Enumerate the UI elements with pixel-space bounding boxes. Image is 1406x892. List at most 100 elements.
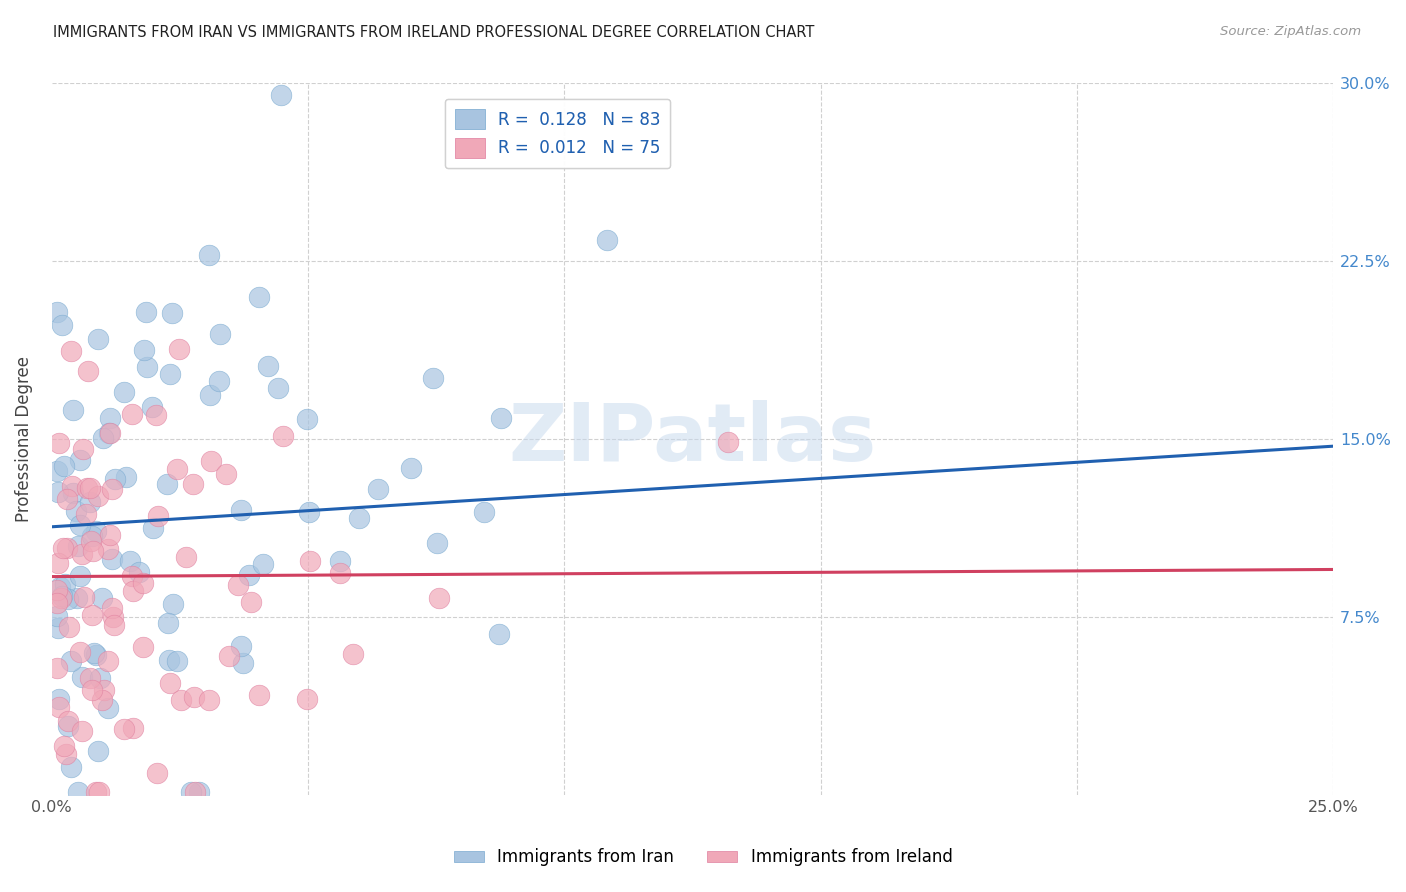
Point <box>60 654 83 668</box>
Point <box>162 597 184 611</box>
Point <box>55 747 77 761</box>
Point <box>488 627 510 641</box>
Point <box>329 554 352 568</box>
Point <box>52 541 75 556</box>
Point <box>69 453 91 467</box>
Point <box>69 569 91 583</box>
Point <box>45 582 67 597</box>
Point <box>183 690 205 704</box>
Point <box>208 374 231 388</box>
Point <box>91 591 114 605</box>
Point <box>367 482 389 496</box>
Point <box>349 510 371 524</box>
Point <box>104 472 127 486</box>
Point <box>51 589 73 603</box>
Point <box>66 785 89 799</box>
Point <box>89 671 111 685</box>
Point <box>46 596 69 610</box>
Point <box>112 384 135 399</box>
Point <box>46 621 69 635</box>
Text: IMMIGRANTS FROM IRAN VS IMMIGRANTS FROM IRELAND PROFESSIONAL DEGREE CORRELATION : IMMIGRANTS FROM IRAN VS IMMIGRANTS FROM … <box>53 25 815 40</box>
Point <box>142 521 165 535</box>
Text: ZIPatlas: ZIPatlas <box>509 401 876 478</box>
Point <box>198 248 221 262</box>
Point <box>91 431 114 445</box>
Point <box>73 590 96 604</box>
Point <box>45 608 67 623</box>
Point <box>56 541 79 556</box>
Point <box>132 576 155 591</box>
Point <box>72 442 94 457</box>
Point <box>198 387 221 401</box>
Point <box>472 505 495 519</box>
Point <box>97 541 120 556</box>
Point <box>181 476 204 491</box>
Point <box>103 610 125 624</box>
Point <box>115 469 138 483</box>
Point <box>174 550 197 565</box>
Point <box>229 503 252 517</box>
Point <box>240 595 263 609</box>
Point <box>489 411 512 425</box>
Point <box>135 304 157 318</box>
Point <box>79 672 101 686</box>
Point <box>80 534 103 549</box>
Point <box>79 495 101 509</box>
Point <box>58 592 80 607</box>
Point <box>298 554 321 568</box>
Point <box>295 691 318 706</box>
Point <box>65 503 87 517</box>
Point <box>70 547 93 561</box>
Point <box>270 88 292 103</box>
Point <box>52 459 75 474</box>
Text: Source: ZipAtlas.com: Source: ZipAtlas.com <box>1220 25 1361 38</box>
Point <box>101 552 124 566</box>
Point <box>295 411 318 425</box>
Point <box>121 569 143 583</box>
Point <box>59 344 82 359</box>
Point <box>87 332 110 346</box>
Point <box>252 557 274 571</box>
Point <box>82 544 104 558</box>
Point <box>60 479 83 493</box>
Point <box>166 654 188 668</box>
Point <box>136 359 159 374</box>
Point <box>45 305 67 319</box>
Point <box>72 670 94 684</box>
Point <box>200 454 222 468</box>
Point <box>298 505 321 519</box>
Point <box>98 528 121 542</box>
Point <box>53 577 76 591</box>
Point <box>209 327 232 342</box>
Point <box>247 689 270 703</box>
Point <box>48 691 70 706</box>
Point <box>69 645 91 659</box>
Point <box>214 467 236 482</box>
Point <box>66 540 89 554</box>
Point <box>76 363 98 377</box>
Point <box>121 407 143 421</box>
Point <box>167 342 190 356</box>
Point <box>72 723 94 738</box>
Point <box>226 578 249 592</box>
Point <box>82 607 104 622</box>
Point <box>101 601 124 615</box>
Point <box>62 485 84 500</box>
Point <box>159 367 181 381</box>
Point <box>596 233 619 247</box>
Point <box>218 649 240 664</box>
Point <box>62 403 84 417</box>
Point <box>76 481 98 495</box>
Point <box>82 682 104 697</box>
Point <box>160 305 183 319</box>
Point <box>98 425 121 440</box>
Point <box>56 719 79 733</box>
Point <box>97 425 120 440</box>
Point <box>97 654 120 668</box>
Legend: R =  0.128   N = 83, R =  0.012   N = 75: R = 0.128 N = 83, R = 0.012 N = 75 <box>444 99 671 168</box>
Point <box>717 435 740 450</box>
Point <box>146 509 169 524</box>
Point <box>247 290 270 304</box>
Point <box>121 721 143 735</box>
Point <box>59 760 82 774</box>
